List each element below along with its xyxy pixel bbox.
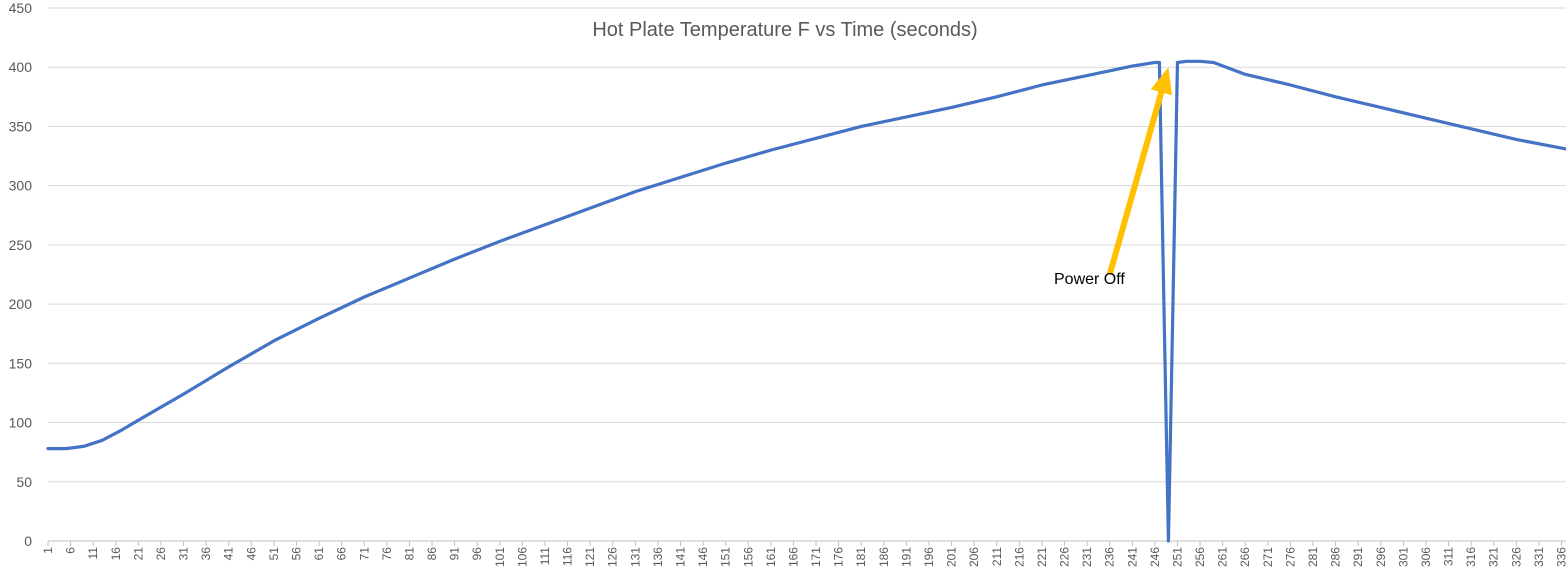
x-tick-label: 261: [1216, 547, 1230, 567]
x-tick-label: 181: [854, 547, 868, 567]
x-tick-label: 46: [244, 547, 258, 561]
x-tick-label: 96: [470, 547, 484, 561]
x-tick-label: 251: [1170, 547, 1184, 567]
y-tick-labels: 0 50 100 150 200 250 300 350 400 450: [9, 0, 33, 549]
series-line-0: [46, 59, 1566, 543]
x-tick-label: 201: [945, 547, 959, 567]
x-tick-label: 211: [990, 547, 1004, 566]
annotation-layer: Power Off: [1054, 67, 1172, 288]
x-tick-label: 11: [86, 547, 100, 560]
y-tick-label: 200: [9, 296, 33, 312]
x-tick-label: 86: [425, 547, 439, 561]
y-tick-label: 350: [9, 118, 33, 134]
x-tick-label: 326: [1509, 547, 1523, 567]
x-tick-label: 266: [1238, 547, 1252, 567]
x-tick-label: 31: [177, 547, 191, 561]
x-tick-label: 316: [1464, 547, 1478, 567]
annotation-label: Power Off: [1054, 271, 1125, 288]
x-tick-label: 256: [1193, 547, 1207, 567]
y-tick-label: 50: [16, 474, 32, 490]
annotation-arrow-shaft: [1106, 91, 1165, 276]
x-tick-label: 56: [289, 547, 303, 561]
x-tick-label: 206: [967, 547, 981, 567]
x-tick-label: 271: [1261, 547, 1275, 567]
annotation-arrow-head: [1150, 67, 1172, 96]
x-tick-label: 241: [1125, 547, 1139, 567]
x-tick-label: 61: [312, 547, 326, 561]
x-tick-label: 246: [1148, 547, 1162, 567]
x-tick-label: 236: [1103, 547, 1117, 567]
y-tick-label: 100: [9, 415, 33, 431]
x-tick-label: 281: [1306, 547, 1320, 567]
x-tick-label: 336: [1554, 547, 1566, 567]
x-tick-label: 291: [1351, 547, 1365, 567]
x-tick-label: 146: [696, 547, 710, 567]
gridlines: [48, 7, 1566, 483]
x-tick-label: 111: [538, 547, 552, 566]
x-tick-label: 6: [64, 547, 78, 554]
x-tick-label: 91: [448, 547, 462, 561]
x-tick-label: 71: [357, 547, 371, 561]
chart-title: Hot Plate Temperature F vs Time (seconds…: [592, 19, 977, 41]
y-tick-label: 150: [9, 355, 33, 371]
x-tick-label: 51: [267, 547, 281, 561]
x-tick-label: 1: [41, 547, 55, 554]
y-tick-label: 0: [24, 533, 32, 549]
x-tick-label: 321: [1487, 547, 1501, 567]
x-tick-label: 191: [899, 547, 913, 567]
x-tick-label: 196: [922, 547, 936, 567]
x-tick-label: 296: [1374, 547, 1388, 567]
x-tick-label: 276: [1283, 547, 1297, 567]
x-tick-label: 66: [335, 547, 349, 561]
x-tick-label: 166: [786, 547, 800, 567]
y-tick-label: 250: [9, 237, 33, 253]
x-tick-label: 131: [628, 547, 642, 567]
x-tick-label: 106: [515, 547, 529, 567]
y-tick-label: 300: [9, 178, 33, 194]
x-tick-label: 81: [402, 547, 416, 561]
x-tick-label: 231: [1080, 547, 1094, 567]
x-tick-label: 136: [651, 547, 665, 567]
x-tick-label: 176: [832, 547, 846, 567]
x-tick-label: 171: [809, 547, 823, 567]
x-tick-label: 101: [493, 547, 507, 567]
x-tick-label: 36: [199, 547, 213, 561]
x-tick-label: 16: [109, 547, 123, 561]
x-tick-label: 156: [741, 547, 755, 567]
x-tick-label: 126: [606, 547, 620, 567]
x-tick-label: 141: [674, 547, 688, 567]
x-tick-label: 41: [222, 547, 236, 561]
x-tick-label: 216: [1012, 547, 1026, 567]
x-tick-label: 311: [1442, 547, 1456, 566]
x-tick-label: 161: [764, 547, 778, 567]
x-tick-label: 116: [561, 547, 575, 566]
y-tick-label: 400: [9, 59, 33, 75]
x-tick-label: 21: [131, 547, 145, 561]
x-tick-label: 226: [1058, 547, 1072, 567]
x-tick-label: 26: [154, 547, 168, 561]
series-layer: [46, 59, 1566, 543]
x-tick-label: 121: [583, 547, 597, 567]
x-tick-labels: 1 6 11 16 21 26 31 36 41 46 51 56 61 66 71 76 81 86 91 96 10…: [41, 541, 1566, 567]
x-tick-label: 186: [877, 547, 891, 567]
x-tick-label: 76: [380, 547, 394, 561]
x-tick-label: 151: [719, 547, 733, 567]
x-tick-label: 331: [1532, 547, 1546, 567]
x-tick-label: 301: [1396, 547, 1410, 567]
x-tick-label: 286: [1329, 547, 1343, 567]
y-tick-label: 450: [9, 0, 33, 16]
x-tick-label: 306: [1419, 547, 1433, 567]
x-tick-label: 221: [1035, 547, 1049, 567]
